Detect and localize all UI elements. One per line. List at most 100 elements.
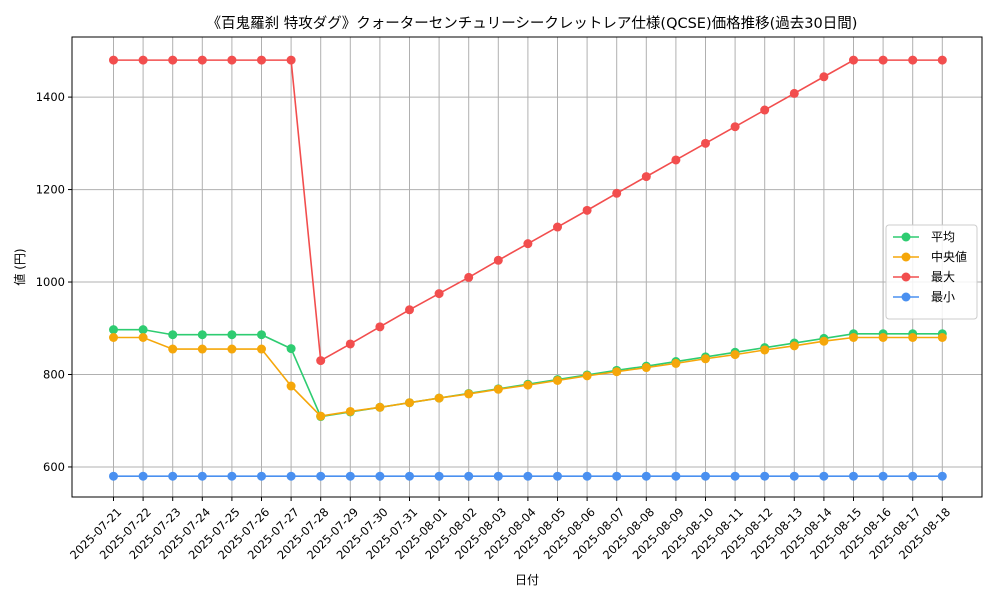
data-point: [553, 471, 562, 481]
data-point: [375, 322, 385, 332]
data-point: [937, 55, 947, 65]
data-point: [937, 333, 947, 343]
series-2: [109, 333, 947, 421]
data-point: [493, 255, 503, 265]
data-point: [493, 384, 503, 394]
data-point: [878, 471, 888, 481]
legend-label: 平均: [931, 230, 955, 244]
data-point: [730, 471, 740, 481]
data-point: [819, 336, 829, 346]
data-point: [197, 471, 207, 481]
data-point: [227, 55, 237, 65]
y-axis: 600 800 1000 1200 1400: [36, 90, 72, 474]
series-4: [109, 471, 947, 481]
data-point: [227, 330, 237, 340]
data-point: [227, 471, 237, 481]
data-point: [582, 471, 592, 481]
data-point: [286, 344, 296, 354]
data-point: [138, 55, 148, 65]
data-point: [345, 406, 355, 416]
data-point: [553, 222, 562, 232]
data-point: [286, 471, 296, 481]
data-point: [434, 393, 444, 403]
data-point: [197, 55, 207, 65]
data-point: [138, 325, 148, 335]
data-point: [789, 341, 799, 351]
data-point: [464, 471, 474, 481]
data-point: [671, 358, 681, 368]
data-point: [908, 333, 918, 343]
data-point: [227, 344, 237, 354]
legend-item: 最小: [893, 290, 955, 304]
data-point: [582, 371, 592, 381]
data-point: [701, 354, 710, 364]
data-point: [582, 205, 592, 215]
data-point: [257, 471, 266, 481]
legend-marker: [901, 252, 911, 262]
data-point: [286, 55, 296, 65]
data-point: [819, 72, 829, 82]
data-point: [523, 380, 533, 390]
data-point: [405, 398, 414, 408]
data-point: [257, 344, 266, 354]
data-point: [789, 471, 799, 481]
data-point: [701, 471, 710, 481]
data-point: [819, 471, 829, 481]
data-point: [523, 239, 533, 249]
data-point: [849, 55, 858, 65]
x-axis-label: 日付: [515, 573, 539, 587]
data-point: [789, 88, 799, 98]
data-point: [197, 344, 207, 354]
data-point: [671, 155, 681, 165]
data-point: [257, 330, 266, 340]
data-point: [168, 55, 178, 65]
data-point: [908, 55, 918, 65]
data-point: [168, 471, 178, 481]
data-point: [345, 471, 355, 481]
legend-marker: [901, 232, 911, 242]
data-point: [641, 471, 651, 481]
plot-frame: [71, 36, 983, 498]
data-point: [434, 471, 444, 481]
y-tick-label: 800: [43, 367, 65, 381]
data-point: [405, 471, 414, 481]
data-point: [168, 330, 178, 340]
data-point: [138, 471, 148, 481]
data-point: [493, 471, 503, 481]
legend-label: 最大: [931, 270, 955, 284]
data-point: [316, 356, 326, 366]
series-3: [109, 55, 947, 366]
data-point: [641, 363, 651, 373]
data-point: [405, 305, 414, 315]
data-point: [730, 350, 740, 360]
legend-label: 最小: [931, 290, 955, 304]
y-tick-label: 1200: [36, 183, 65, 197]
legend-label: 中央値: [931, 249, 967, 264]
data-point: [138, 333, 148, 343]
data-point: [109, 333, 118, 343]
data-point: [908, 471, 918, 481]
y-tick-label: 1000: [36, 275, 65, 289]
legend-item: 平均: [893, 230, 955, 244]
data-point: [434, 289, 444, 299]
data-point: [612, 188, 622, 198]
series-layer: [109, 55, 947, 481]
data-point: [937, 471, 947, 481]
data-point: [464, 389, 474, 399]
data-point: [257, 55, 266, 65]
data-point: [375, 471, 385, 481]
data-point: [553, 375, 562, 385]
data-point: [612, 471, 622, 481]
y-axis-label: 値 (円): [12, 248, 27, 285]
data-point: [109, 471, 118, 481]
y-tick-label: 600: [43, 460, 65, 474]
data-point: [612, 367, 622, 377]
data-point: [760, 345, 770, 355]
data-point: [701, 138, 710, 148]
data-point: [464, 272, 474, 282]
data-point: [316, 471, 326, 481]
legend-marker: [901, 272, 911, 282]
y-tick-label: 1400: [36, 90, 65, 104]
data-point: [760, 105, 770, 115]
